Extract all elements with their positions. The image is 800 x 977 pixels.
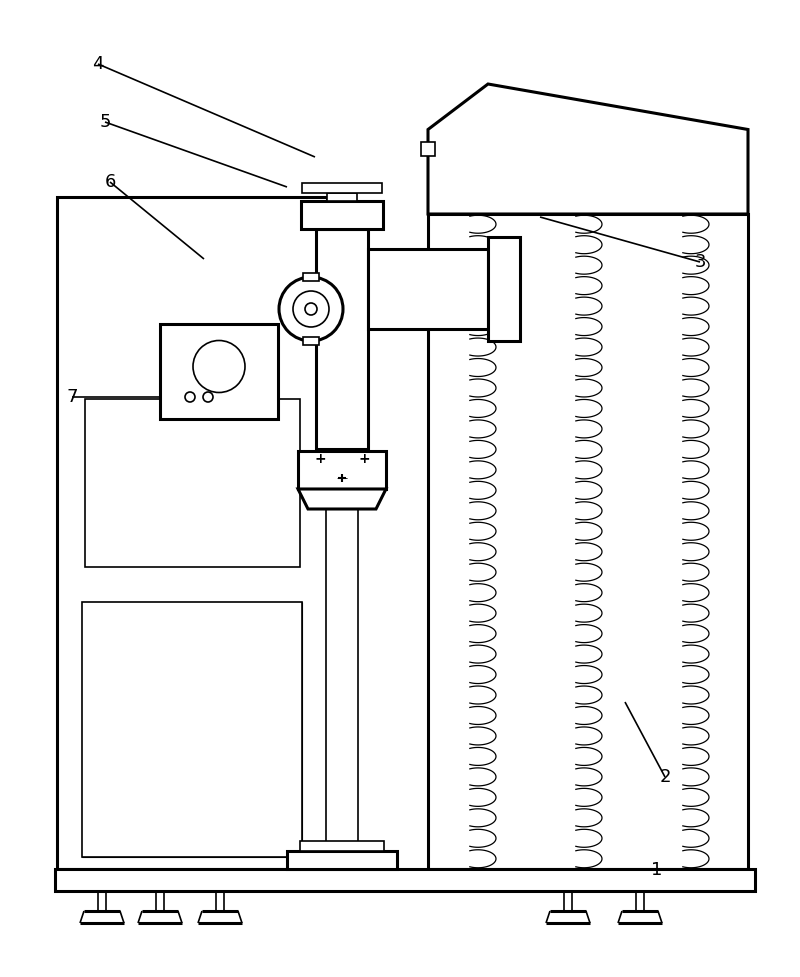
Bar [301,201,383,229]
Text: 5: 5 [99,113,110,131]
Circle shape [279,277,343,341]
Text: 2: 2 [659,768,670,786]
Bar [287,851,397,869]
Bar [298,451,386,489]
Bar [57,197,327,869]
Bar [85,399,300,567]
Bar [303,273,319,281]
Bar [421,142,435,156]
Bar [300,841,384,851]
Text: 6: 6 [104,173,116,191]
Text: +: + [314,452,326,466]
Bar [303,337,319,345]
Text: +: + [358,452,370,466]
Bar [82,602,302,857]
Text: 7: 7 [66,388,78,406]
Polygon shape [298,489,386,509]
Bar [428,214,748,869]
Polygon shape [428,84,748,214]
Bar [488,237,520,341]
Circle shape [293,291,329,327]
Bar [326,487,358,869]
Circle shape [185,392,195,402]
Bar [327,193,357,201]
Bar [302,183,382,193]
Circle shape [203,392,213,402]
Circle shape [305,303,317,315]
Bar [368,249,488,329]
Bar [316,229,368,449]
Text: 3: 3 [694,253,706,271]
Circle shape [193,341,245,393]
Bar [160,324,278,419]
Text: —: — [337,474,347,484]
Text: 4: 4 [92,55,104,73]
Text: 1: 1 [651,861,662,879]
Bar [55,869,755,891]
